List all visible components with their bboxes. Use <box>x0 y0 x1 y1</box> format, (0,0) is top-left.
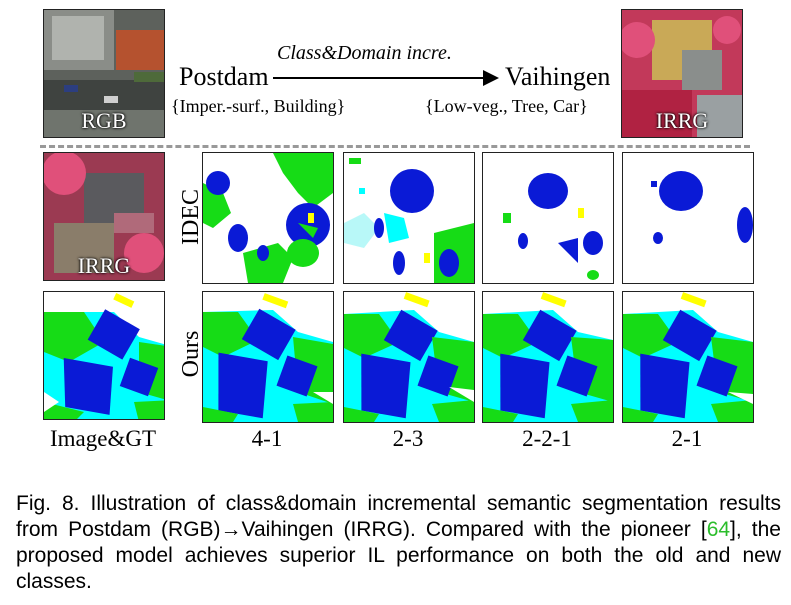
ours-4-1-segmentation <box>202 291 334 423</box>
ground-truth-segmentation <box>43 291 165 420</box>
source-domain-label: Postdam <box>179 62 269 91</box>
target-irrg-aerial-photo <box>622 10 742 137</box>
target-irrg-image: IRRG <box>621 9 743 138</box>
idec-4-1-segmentation <box>202 152 334 284</box>
idec-2-3-segmentation <box>343 152 475 284</box>
caption-prefix: Fig. 8. Illustration of class&domain inc… <box>16 492 781 541</box>
source-rgb-image: RGB <box>43 9 165 138</box>
citation-link[interactable]: 64 <box>706 518 731 541</box>
ours-2-2-1-segmentation <box>482 291 614 423</box>
caption-suffix: ], the proposed model achieves superior … <box>16 518 781 593</box>
target-classes-label: {Low-veg., Tree, Car} <box>425 96 588 116</box>
column-label-2-2-1: 2-2-1 <box>522 426 572 451</box>
source-image-label: RGB <box>81 108 127 133</box>
target-image-label: IRRG <box>655 108 709 133</box>
source-classes-label: {Imper.-surf., Building} <box>171 96 346 116</box>
column-label-2-1: 2-1 <box>671 426 703 451</box>
arrow-label: Class&Domain incre. <box>277 42 452 64</box>
input-irrg-aerial-photo <box>44 153 164 280</box>
idec-2-2-1-segmentation <box>482 152 614 284</box>
increment-arrow-icon <box>273 70 499 86</box>
ours-2-1-segmentation <box>622 291 754 423</box>
idec-2-1-segmentation <box>622 152 754 284</box>
column-label-4-1: 4-1 <box>251 426 283 451</box>
target-domain-label: Vaihingen <box>505 62 611 91</box>
ours-2-3-segmentation <box>343 291 475 423</box>
column-label-image-gt: Image&GT <box>49 426 156 451</box>
figure-caption: Fig. 8. Illustration of class&domain inc… <box>16 491 781 595</box>
source-rgb-aerial-photo <box>44 10 164 137</box>
input-irrg-image: IRRG <box>43 152 165 281</box>
input-image-label: IRRG <box>77 253 131 278</box>
column-label-2-3: 2-3 <box>392 426 424 451</box>
dashed-separator <box>40 145 750 148</box>
